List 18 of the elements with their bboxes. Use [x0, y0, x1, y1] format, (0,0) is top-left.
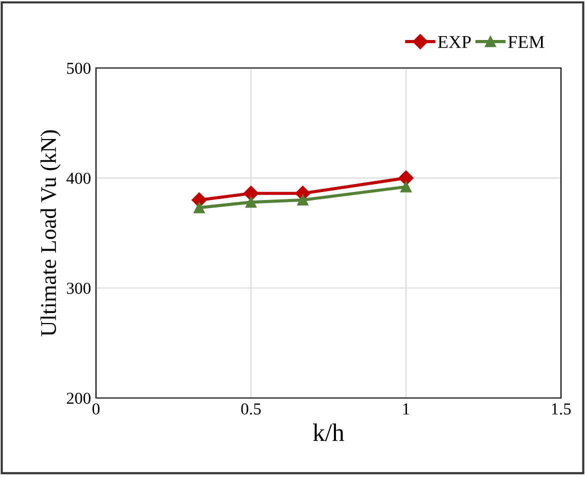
y-tick-label: 200 — [66, 392, 91, 404]
y-tick-label: 400 — [66, 172, 91, 184]
y-tick-label: 300 — [66, 282, 91, 294]
point — [245, 196, 257, 208]
y-axis-title: Ultimate Load Vu (kN) — [40, 130, 61, 336]
point — [297, 194, 308, 206]
point — [243, 186, 259, 201]
x-axis-title: k/h — [313, 424, 344, 442]
y-tick-label: 500 — [67, 62, 91, 74]
point — [398, 170, 414, 186]
x-tick-label: 0.5 — [241, 403, 261, 415]
x-tick-label: 1 — [403, 403, 410, 414]
legend-label: FEM — [508, 36, 544, 48]
point — [194, 202, 205, 214]
legend-label: EXP — [438, 36, 471, 48]
point — [400, 181, 412, 192]
x-tick-label: 0 — [92, 403, 100, 415]
x-tick-label: 1.5 — [552, 403, 571, 415]
